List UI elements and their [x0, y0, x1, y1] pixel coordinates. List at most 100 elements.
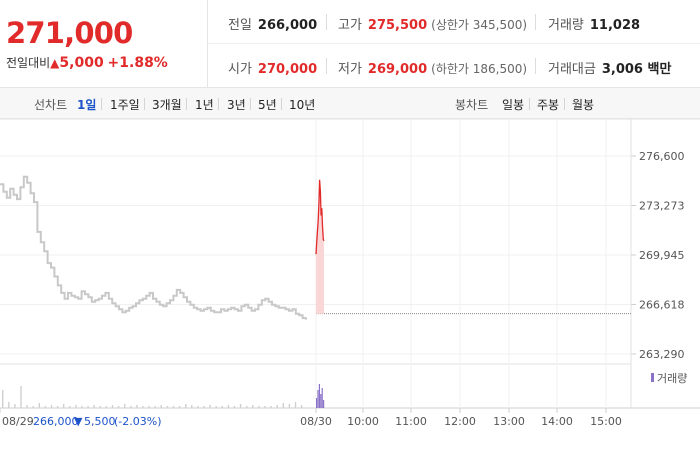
- y-tick-label: 266,618: [639, 299, 685, 312]
- x-axis-ticks: 08/30 10:00 11:00 12:00 13:00 14:00 15:00: [0, 408, 622, 428]
- volume-bar-prev: [185, 404, 187, 408]
- range-tab-3m[interactable]: 3개월: [152, 98, 182, 112]
- volume-bar-prev: [258, 406, 260, 408]
- range-tab-10y[interactable]: 10년: [289, 98, 316, 112]
- current-price: 271,000: [6, 16, 133, 50]
- volume-bar-prev: [294, 402, 297, 408]
- volume-bar-prev: [8, 402, 10, 408]
- stats-row-2: 시가 270,000 저가 269,000 (하한가 186,500) 거래대금 3,0…: [208, 44, 700, 88]
- down-arrow-icon: ▼: [74, 415, 83, 428]
- open-value: 270,000: [257, 62, 318, 77]
- divider: [326, 58, 327, 74]
- today-series: [315, 179, 325, 314]
- volume-bar-today: [317, 390, 319, 408]
- volume-bar-prev: [300, 405, 303, 408]
- y-tick-label: 276,600: [639, 150, 685, 163]
- x-tick-label: 15:00: [590, 415, 622, 428]
- x-tick-label: 14:00: [541, 415, 573, 428]
- y-tick-label: 263,290: [639, 348, 685, 361]
- high-cell: 고가 275,500 (상한가 345,500): [338, 14, 527, 33]
- open-cell: 시가 270,000: [228, 58, 317, 77]
- gridlines: [0, 119, 631, 408]
- change-amount: 5,000: [59, 55, 104, 71]
- prev-day-line: [0, 175, 307, 320]
- volume-bar-prev: [221, 406, 223, 408]
- divider: [529, 98, 530, 110]
- chart-range-bar: 선차트 1일 1주일 3개월 1년 3년 5년 10년 봉차트 일봉 주봉 월봉: [0, 88, 700, 119]
- volume-bar-prev: [215, 406, 217, 408]
- volume-bar-prev: [252, 405, 254, 408]
- lower-limit: (하한가 186,500): [431, 62, 528, 76]
- volume-bar-prev: [148, 406, 150, 408]
- volume-bar-prev: [20, 386, 22, 408]
- x-tick-label: 08/30: [300, 415, 332, 428]
- volume-bar-prev: [2, 390, 4, 408]
- amount-value: 3,006 백만: [601, 62, 672, 77]
- range-tab-3y[interactable]: 3년: [227, 98, 246, 112]
- volume-value: 11,028: [589, 18, 641, 33]
- candle-tab-monthly[interactable]: 월봉: [572, 98, 595, 112]
- volume-bar-prev: [124, 404, 126, 408]
- volume-bar-prev: [233, 406, 236, 408]
- candle-tab-daily[interactable]: 일봉: [502, 98, 525, 112]
- volume-bar-prev: [87, 406, 89, 408]
- low-cell: 저가 269,000 (하한가 186,500): [338, 58, 527, 77]
- candle-chart-title: 봉차트: [455, 98, 489, 112]
- volume-bar-prev: [288, 404, 291, 408]
- volume-bar-prev: [209, 405, 211, 408]
- range-tab-1d[interactable]: 1일: [77, 98, 97, 112]
- volume-bar-prev: [93, 405, 95, 408]
- divider: [564, 98, 565, 110]
- low-label: 저가: [338, 62, 362, 77]
- open-label: 시가: [228, 62, 252, 77]
- volume-bar-prev: [38, 403, 40, 408]
- volume-bar-prev: [178, 406, 181, 408]
- up-arrow-icon: ▲: [50, 56, 60, 70]
- divider: [535, 58, 536, 74]
- volume-bar-prev: [246, 406, 248, 408]
- stats-panel: 전일 266,000 고가 275,500 (상한가 345,500) 거래량 11,0…: [208, 0, 700, 88]
- line-chart-title: 선차트: [34, 98, 68, 112]
- divider: [535, 14, 536, 30]
- upper-limit: (상한가 345,500): [431, 18, 528, 32]
- x-label-prev-date: 08/29: [2, 415, 34, 428]
- change-rate: +1.88%: [107, 55, 168, 71]
- prev-close-label: 전일: [228, 18, 252, 33]
- volume-bar-prev: [63, 404, 65, 408]
- x-tick-label: 13:00: [493, 415, 525, 428]
- volume-bar-prev: [111, 405, 114, 408]
- amount-label: 거래대금: [548, 62, 596, 77]
- candle-tab-weekly[interactable]: 주봉: [537, 98, 560, 112]
- divider: [144, 98, 145, 110]
- volume-legend-label: 거래량: [657, 372, 687, 385]
- volume-bar-prev: [105, 406, 108, 408]
- volume-bar-prev: [197, 406, 199, 408]
- volume-bar-prev: [44, 406, 47, 408]
- range-tab-5y[interactable]: 5년: [258, 98, 277, 112]
- volume-label: 거래량: [548, 18, 584, 33]
- prev-close-cell: 전일 266,000: [228, 14, 317, 33]
- volume-bar-prev: [14, 404, 16, 408]
- change-row: 전일대비▲5,000 +1.88%: [6, 54, 168, 71]
- volume-bar-prev: [117, 406, 120, 408]
- volume-bar-prev: [264, 406, 266, 408]
- price-box: 271,000 전일대비▲5,000 +1.88%: [0, 0, 208, 88]
- divider: [281, 98, 282, 110]
- prev-close-value: 266,000: [257, 18, 318, 33]
- y-tick-label: 269,945: [639, 249, 685, 262]
- volume-bar-today: [323, 400, 325, 408]
- change-label: 전일대비: [6, 56, 51, 70]
- divider: [250, 98, 251, 110]
- volume-bar-prev: [142, 406, 144, 408]
- volume-bar-prev: [239, 404, 242, 408]
- prev-close-value-label: 266,000: [33, 415, 79, 428]
- x-tick-label: 10:00: [347, 415, 379, 428]
- volume-bar-today: [318, 384, 320, 408]
- volume-bar-prev: [26, 405, 28, 408]
- volume-bar-prev: [270, 406, 272, 408]
- range-tab-1w[interactable]: 1주일: [110, 98, 140, 112]
- range-tab-1y[interactable]: 1년: [195, 98, 214, 112]
- volume-bar-today: [321, 388, 323, 408]
- amount-cell: 거래대금 3,006 백만: [548, 58, 671, 77]
- price-chart[interactable]: 276,600 273,273 269,945 266,618 263,290 08/3…: [0, 119, 700, 450]
